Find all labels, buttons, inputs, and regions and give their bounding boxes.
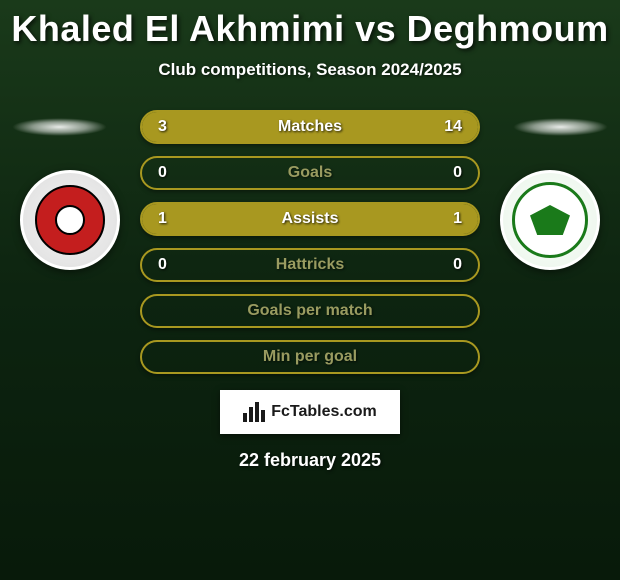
stat-label: Goals per match [247,302,372,320]
left-club-badge [20,170,120,270]
stat-label: Hattricks [276,256,344,274]
stat-value-right: 0 [442,164,462,182]
watermark-text: FcTables.com [271,403,377,421]
stat-row: Goals per match [140,294,480,328]
stat-value-right: 1 [442,210,462,228]
date-text: 22 february 2025 [0,450,620,471]
stat-row: 0 Goals 0 [140,156,480,190]
right-badge-inner [512,182,588,258]
stat-value-left: 0 [158,256,178,274]
stat-label: Matches [278,118,342,136]
eagle-icon [525,200,575,240]
subtitle: Club competitions, Season 2024/2025 [0,60,620,80]
bar-chart-icon [243,402,265,422]
stat-label: Assists [282,210,339,228]
right-club-badge [500,170,600,270]
right-player-shadow [513,118,608,136]
stat-value-left: 1 [158,210,178,228]
left-badge-center [55,205,85,235]
stat-rows: 3 Matches 14 0 Goals 0 1 Assists 1 0 Hattricks 0 Goa… [140,110,480,386]
stat-value-right: 14 [442,118,462,136]
left-badge-inner [35,185,105,255]
stat-value-right: 0 [442,256,462,274]
page-title: Khaled El Akhmimi vs Deghmoum [0,0,620,50]
stat-value-left: 3 [158,118,178,136]
watermark-badge: FcTables.com [220,390,400,434]
left-player-shadow [12,118,107,136]
stat-label: Min per goal [263,348,357,366]
stat-value-left: 0 [158,164,178,182]
stat-row: 0 Hattricks 0 [140,248,480,282]
stat-label: Goals [288,164,332,182]
comparison-content: 3 Matches 14 0 Goals 0 1 Assists 1 0 Hattricks 0 Goa… [0,110,620,380]
stat-row: Min per goal [140,340,480,374]
stat-row: 1 Assists 1 [140,202,480,236]
stat-row: 3 Matches 14 [140,110,480,144]
